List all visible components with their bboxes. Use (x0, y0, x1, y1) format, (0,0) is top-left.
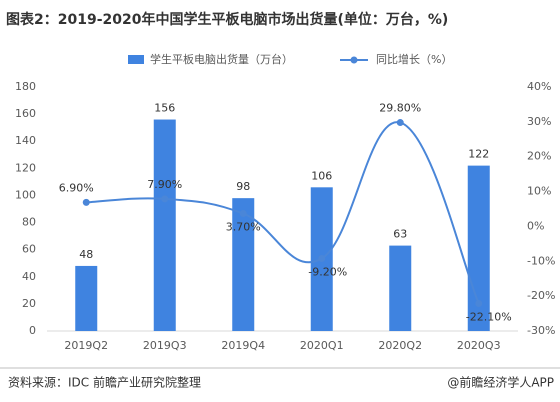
y-tick-label: 0 (29, 324, 36, 337)
y-tick-label: 140 (15, 134, 36, 147)
x-tick-label: 2020Q3 (457, 339, 501, 352)
bar-value-label: 48 (79, 248, 93, 261)
y2-tick-label: 30% (527, 115, 551, 128)
line-value-label: -9.20% (308, 265, 347, 278)
y-tick-label: 20 (22, 297, 36, 310)
line-marker (161, 195, 169, 203)
y-tick-label: 100 (15, 188, 36, 201)
line-marker (475, 299, 483, 307)
y2-tick-label: -10% (527, 254, 555, 267)
y2-tick-label: 10% (527, 185, 551, 198)
chart-title: 图表2：2019-2020年中国学生平板电脑市场出货量(单位：万台，%) (6, 11, 448, 28)
y2-tick-label: -20% (527, 289, 555, 302)
legend-swatch (350, 56, 358, 64)
y-tick-label: 80 (22, 216, 36, 229)
y-tick-label: 160 (15, 107, 36, 120)
line-marker (82, 198, 90, 206)
line-marker (318, 254, 326, 262)
line-value-label: 7.90% (147, 178, 182, 191)
bar (232, 198, 255, 331)
bar-value-label: 63 (393, 228, 407, 241)
line-value-label: 3.70% (226, 221, 261, 234)
line-value-label: 29.80% (379, 102, 421, 115)
source: 资料来源：IDC 前瞻产业研究院整理 (8, 375, 201, 390)
legend-swatch (128, 55, 144, 64)
bar-value-label: 122 (468, 148, 489, 161)
line-marker (239, 210, 247, 218)
bar-value-label: 98 (236, 180, 250, 193)
x-tick-label: 2019Q2 (64, 339, 108, 352)
x-tick-label: 2020Q2 (378, 339, 422, 352)
legend-label: 学生平板电脑出货量（万台） (150, 52, 293, 66)
line-value-label: -22.10% (466, 310, 512, 323)
line (86, 121, 480, 304)
line-marker (396, 119, 404, 127)
bar (389, 245, 412, 331)
bar (153, 119, 176, 332)
y-tick-label: 180 (15, 80, 36, 93)
bar (75, 265, 98, 331)
legend-label: 同比增长（%） (376, 52, 452, 66)
bar-value-label: 106 (311, 169, 332, 182)
bar-value-label: 156 (154, 102, 175, 115)
y2-tick-label: 0% (527, 219, 544, 232)
y-tick-label: 60 (22, 243, 36, 256)
y2-tick-label: 40% (527, 80, 551, 93)
x-tick-label: 2019Q4 (221, 339, 265, 352)
y2-tick-label: -30% (527, 324, 555, 337)
credit: @前瞻经济学人APP (447, 375, 554, 390)
line-value-label: 6.90% (59, 181, 94, 194)
x-tick-label: 2020Q1 (300, 339, 344, 352)
y2-tick-label: 20% (527, 150, 551, 163)
y-tick-label: 120 (15, 161, 36, 174)
y-tick-label: 40 (22, 270, 36, 283)
x-tick-label: 2019Q3 (143, 339, 187, 352)
